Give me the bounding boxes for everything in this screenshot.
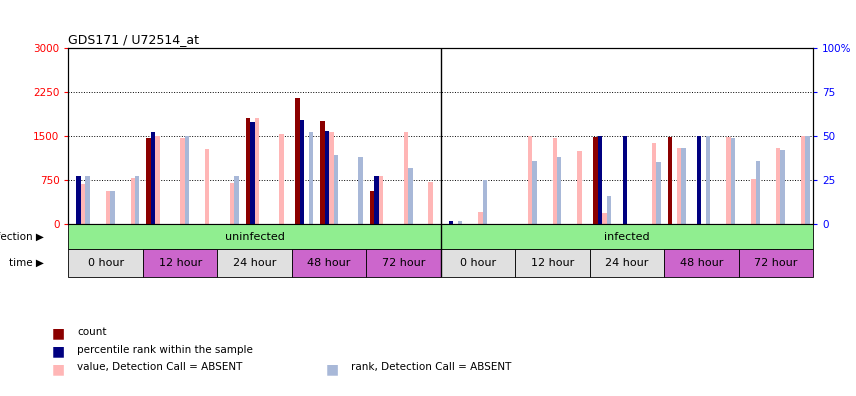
Text: infected: infected	[604, 232, 650, 242]
Bar	[697, 136, 701, 224]
Bar	[334, 155, 338, 224]
Bar	[366, 249, 441, 277]
Bar	[370, 190, 374, 224]
Bar	[329, 132, 334, 224]
Bar	[557, 157, 562, 224]
Bar	[664, 249, 739, 277]
Text: 0 hour: 0 hour	[87, 258, 124, 268]
Bar	[295, 97, 300, 224]
Bar	[657, 162, 661, 224]
Bar	[428, 182, 433, 224]
Text: 12 hour: 12 hour	[158, 258, 202, 268]
Bar	[622, 136, 627, 224]
Bar	[441, 249, 515, 277]
Bar	[292, 249, 366, 277]
Text: 48 hour: 48 hour	[307, 258, 351, 268]
Bar	[68, 249, 143, 277]
Text: ■: ■	[51, 327, 64, 341]
Bar	[279, 134, 284, 224]
Bar	[781, 150, 785, 224]
Bar	[320, 121, 324, 224]
Bar	[324, 131, 329, 224]
Text: 48 hour: 48 hour	[680, 258, 723, 268]
Bar	[593, 137, 597, 224]
Bar	[300, 120, 305, 224]
Text: infection ▶: infection ▶	[0, 232, 44, 242]
Bar	[553, 138, 557, 224]
Bar	[143, 249, 217, 277]
Bar	[374, 177, 378, 224]
Text: uninfected: uninfected	[225, 232, 284, 242]
Bar	[731, 138, 735, 224]
Text: 12 hour: 12 hour	[531, 258, 574, 268]
Bar	[309, 132, 313, 224]
Bar	[597, 136, 602, 224]
Bar	[359, 157, 363, 224]
Bar	[739, 249, 813, 277]
Bar	[652, 143, 657, 224]
Bar	[676, 148, 681, 224]
Text: value, Detection Call = ABSENT: value, Detection Call = ABSENT	[77, 362, 242, 372]
Bar	[378, 176, 383, 224]
Text: percentile rank within the sample: percentile rank within the sample	[77, 345, 253, 354]
Bar	[86, 177, 90, 224]
Text: 0 hour: 0 hour	[460, 258, 496, 268]
Bar	[180, 138, 185, 224]
Bar	[80, 184, 86, 224]
Bar	[185, 136, 189, 224]
Bar	[250, 122, 255, 224]
Bar	[68, 224, 441, 249]
Text: time ▶: time ▶	[9, 258, 44, 268]
Text: GDS171 / U72514_at: GDS171 / U72514_at	[68, 33, 199, 46]
Bar	[590, 249, 664, 277]
Bar	[751, 179, 756, 224]
Bar	[756, 161, 760, 224]
Bar	[404, 132, 408, 224]
Bar	[254, 118, 259, 224]
Bar	[805, 136, 810, 224]
Bar	[726, 137, 731, 224]
Bar	[408, 168, 413, 224]
Text: 24 hour: 24 hour	[605, 258, 649, 268]
Bar	[602, 213, 607, 224]
Bar	[706, 136, 710, 224]
Bar	[441, 224, 813, 249]
Text: 72 hour: 72 hour	[382, 258, 425, 268]
Text: ■: ■	[325, 362, 338, 376]
Bar	[235, 177, 239, 224]
Text: 24 hour: 24 hour	[233, 258, 276, 268]
Bar	[478, 212, 483, 224]
Bar	[668, 137, 672, 224]
Bar	[76, 177, 80, 224]
Bar	[205, 149, 210, 224]
Text: ■: ■	[51, 362, 64, 376]
Bar	[776, 148, 781, 224]
Text: ■: ■	[51, 345, 64, 358]
Bar	[246, 118, 250, 224]
Bar	[151, 132, 156, 224]
Text: count: count	[77, 327, 106, 337]
Bar	[483, 180, 487, 224]
Bar	[577, 150, 582, 224]
Text: 72 hour: 72 hour	[754, 258, 798, 268]
Bar	[155, 137, 160, 224]
Bar	[146, 138, 151, 224]
Bar	[105, 190, 110, 224]
Bar	[527, 137, 532, 224]
Bar	[449, 221, 453, 224]
Text: rank, Detection Call = ABSENT: rank, Detection Call = ABSENT	[351, 362, 511, 372]
Bar	[532, 161, 537, 224]
Bar	[458, 221, 462, 224]
Bar	[135, 177, 140, 224]
Bar	[515, 249, 590, 277]
Bar	[130, 178, 135, 224]
Bar	[110, 190, 115, 224]
Bar	[801, 136, 805, 224]
Bar	[607, 196, 611, 224]
Bar	[229, 183, 235, 224]
Bar	[217, 249, 292, 277]
Bar	[681, 148, 686, 224]
